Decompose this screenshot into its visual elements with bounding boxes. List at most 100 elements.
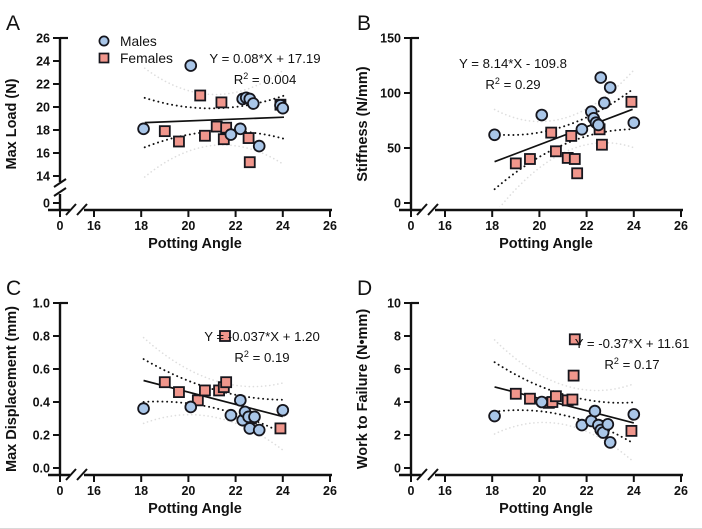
data-point-females [191, 394, 204, 407]
x-tick-label: 16 [438, 219, 452, 233]
data-point-females [550, 145, 562, 158]
x-tick-label: 26 [674, 484, 688, 498]
x-tick-label: 16 [438, 484, 452, 498]
data-point-males [594, 71, 608, 84]
panel-letter: B [357, 12, 371, 35]
x-tick-label: 20 [532, 219, 546, 233]
chart-panel-b: 0 50 100 150 0 16 18 20 22 24 26 Potting Angle Stiff… [355, 12, 688, 252]
data-point-males [252, 139, 266, 153]
y-axis-title: Max Displacement (mm) [4, 306, 20, 472]
x-tick-label: 22 [229, 219, 243, 233]
data-point-males [592, 118, 605, 132]
chart-panel-a: 14 16 18 20 22 24 26 00 16 18 20 22 24 26 Potting Angl… [4, 12, 337, 252]
x-tick-label-zero: 0 [408, 219, 415, 233]
data-point-females [215, 96, 228, 109]
y-tick-label: 24 [36, 55, 50, 69]
x-tick-label: 24 [276, 219, 290, 233]
data-point-females [210, 120, 223, 133]
data-point-males [603, 81, 617, 94]
data-point-females [565, 129, 578, 142]
data-point-females [199, 384, 211, 397]
y-tick-label: 150 [380, 32, 401, 46]
y-axis-title: Stiffness (N/mm) [355, 66, 371, 181]
y-tick-label: 50 [387, 142, 401, 156]
x-tick-label-zero: 0 [57, 484, 64, 498]
x-tick-label: 20 [181, 484, 195, 498]
data-point-females [509, 157, 522, 170]
y-axis-break-slash [53, 178, 67, 188]
prediction-band-upper [493, 339, 635, 392]
y-tick-label: 26 [36, 32, 50, 46]
prediction-band-lower [142, 413, 284, 451]
legend-label-males: Males [120, 34, 157, 49]
data-point-females [158, 125, 171, 138]
prediction-band-upper [143, 67, 285, 96]
y-tick-label: 8 [394, 330, 401, 344]
x-tick-label: 22 [229, 484, 243, 498]
data-point-females [242, 132, 255, 144]
r-squared: R2 = 0.19 [234, 349, 289, 365]
fit-equation: Y = 0.08*X + 17.19 [209, 51, 320, 66]
y-tick-label: 20 [36, 101, 50, 115]
data-point-males [535, 108, 549, 122]
y-tick-label: 18 [36, 124, 50, 138]
data-point-females [568, 333, 581, 346]
y-tick-label: 4 [394, 396, 401, 410]
data-point-males [252, 423, 266, 437]
panel-letter: D [357, 277, 372, 300]
x-axis-break-slash [65, 203, 77, 216]
data-point-males [627, 408, 641, 421]
r-squared: R2 = 0.004 [234, 71, 297, 87]
data-point-females [625, 95, 638, 108]
y-tick-label: 16 [36, 147, 50, 161]
y-tick-label: 0.6 [33, 363, 50, 377]
x-axis-break-slash [65, 468, 77, 481]
x-axis-title: Potting Angle [499, 236, 593, 252]
panel-D: 0 2 4 6 8 10 0 16 18 20 22 24 26 Potting Angle Work to… [351, 265, 702, 529]
confidence-band-lower [143, 130, 285, 149]
panel-letter: C [6, 277, 21, 300]
data-point-males [488, 128, 501, 142]
data-point-females [571, 167, 584, 180]
x-axis-break-slash [427, 203, 439, 216]
x-tick-label: 16 [87, 219, 101, 233]
data-point-males [224, 128, 238, 141]
x-tick-label: 26 [674, 219, 688, 233]
y-tick-label: 6 [394, 363, 401, 377]
panel-letter: A [6, 12, 20, 35]
chart-panel-c: 0.0 0.2 0.4 0.6 0.8 1.0 0 16 18 20 22 24 26 Potting A… [4, 277, 337, 517]
confidence-band-lower [142, 400, 284, 435]
confidence-band-upper [143, 94, 285, 110]
y-tick-label: 0 [394, 462, 401, 476]
x-tick-label-zero: 0 [408, 484, 415, 498]
data-point-males [598, 96, 611, 110]
y-tick-label: 0.8 [33, 330, 50, 344]
y-tick-label: 100 [380, 87, 401, 101]
y-tick-label: 10 [387, 297, 401, 311]
panel-B: 0 50 100 150 0 16 18 20 22 24 26 Potting Angle Stiff… [351, 0, 702, 265]
y-tick-label: 2 [394, 429, 401, 443]
x-axis-title: Potting Angle [148, 236, 242, 252]
data-point-females [220, 376, 233, 389]
r-squared: R2 = 0.29 [485, 76, 540, 92]
data-point-males [627, 116, 641, 129]
x-tick-label: 18 [485, 219, 499, 233]
data-point-females [158, 376, 171, 389]
y-axis-break-slash [53, 187, 67, 197]
data-point-females [568, 153, 581, 165]
panel-A: 14 16 18 20 22 24 26 0 0 16 18 20 22 24 26 Potting Angl… [0, 0, 351, 265]
prediction-band-upper [142, 336, 284, 388]
axes: 14 16 18 20 22 24 26 00 16 18 20 22 24 26 [36, 32, 337, 234]
y-tick-label: 22 [36, 78, 50, 92]
data-point-females [219, 330, 231, 342]
regression-line [144, 116, 285, 124]
prediction-band-upper [493, 70, 634, 123]
regression-line [494, 108, 633, 163]
y-axis-title: Max Load (N) [4, 78, 20, 169]
data-point-males [248, 410, 261, 424]
x-tick-label: 18 [134, 219, 148, 233]
data-point-males [575, 123, 589, 136]
plot-area [493, 70, 634, 207]
